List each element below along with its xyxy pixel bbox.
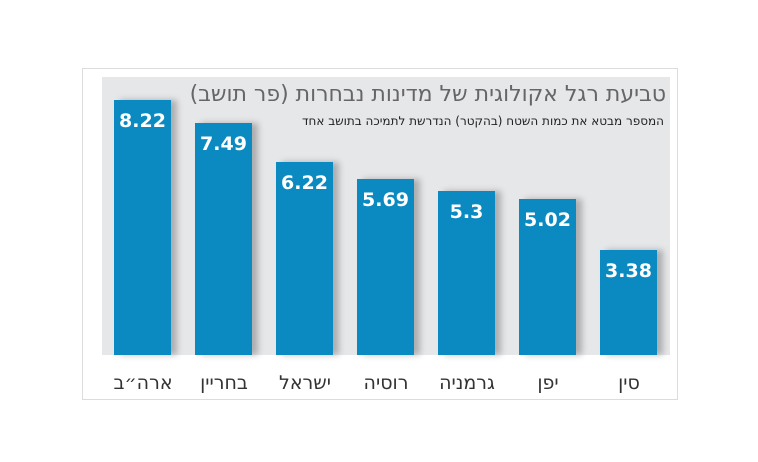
bar	[519, 199, 576, 355]
category-label: רוסיה	[363, 372, 409, 394]
category-label: ישראל	[279, 372, 331, 394]
data-label: 7.49	[200, 132, 247, 155]
category-label: גרמניה	[439, 372, 495, 394]
data-label: 8.22	[119, 110, 166, 133]
category-label: סין	[618, 372, 640, 394]
chart-subtitle: המספר מבטא את כמות השטח (בהקטר) הנדרשת ל…	[301, 114, 664, 128]
category-label: בחריין	[200, 372, 248, 394]
bar	[114, 100, 171, 355]
bar	[357, 178, 414, 355]
chart-title: טביעת רגל אקולוגית של מדינות נבחרות (פר …	[189, 82, 666, 107]
bar	[276, 162, 333, 355]
data-label: 5.69	[362, 188, 409, 211]
bar	[600, 250, 657, 355]
data-label: 5.02	[524, 209, 571, 232]
data-label: 3.38	[605, 260, 652, 283]
data-label: 5.3	[449, 200, 484, 223]
bar	[195, 122, 252, 355]
category-label: ארה״ב	[113, 372, 173, 394]
category-label: יפן	[537, 372, 559, 394]
bar	[438, 190, 495, 355]
data-label: 6.22	[281, 172, 328, 195]
